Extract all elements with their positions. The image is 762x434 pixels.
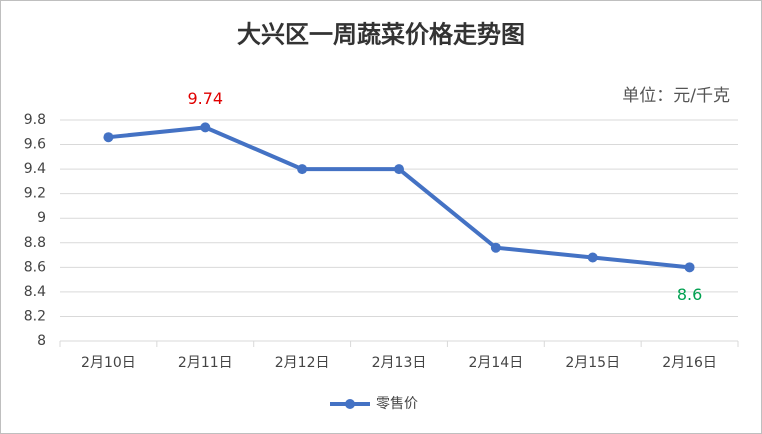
y-tick-label: 9.8 <box>24 112 46 128</box>
y-tick-label: 9.6 <box>24 137 46 153</box>
data-point <box>394 164 404 175</box>
legend-marker <box>345 399 355 409</box>
y-tick-label: 8 <box>37 333 46 349</box>
data-point <box>684 262 695 273</box>
data-point <box>587 252 598 263</box>
y-tick-label: 8.6 <box>24 259 46 275</box>
legend-label: 零售价 <box>376 396 418 412</box>
x-tick-label: 2月15日 <box>565 355 620 371</box>
data-label: 9.74 <box>187 89 223 108</box>
chart-title: 大兴区一周蔬菜价格走势图 <box>237 20 525 49</box>
x-tick-label: 2月11日 <box>178 355 233 371</box>
data-point <box>490 242 501 253</box>
y-tick-label: 8.2 <box>24 308 46 324</box>
y-tick-label: 9 <box>37 210 46 226</box>
data-point <box>297 164 308 175</box>
x-tick-label: 2月16日 <box>662 355 717 371</box>
data-point <box>103 132 114 143</box>
y-tick-label: 9.2 <box>24 186 46 202</box>
unit-note: 单位：元/千克 <box>622 86 730 106</box>
x-tick-label: 2月10日 <box>81 355 136 371</box>
data-label: 8.6 <box>677 285 702 304</box>
data-point <box>200 122 211 133</box>
x-tick-label: 2月14日 <box>468 355 523 371</box>
y-tick-label: 9.4 <box>24 161 46 177</box>
x-tick-label: 2月12日 <box>275 355 330 371</box>
y-tick-label: 8.4 <box>24 284 46 300</box>
x-tick-label: 2月13日 <box>372 355 427 371</box>
y-tick-label: 8.8 <box>24 235 46 251</box>
